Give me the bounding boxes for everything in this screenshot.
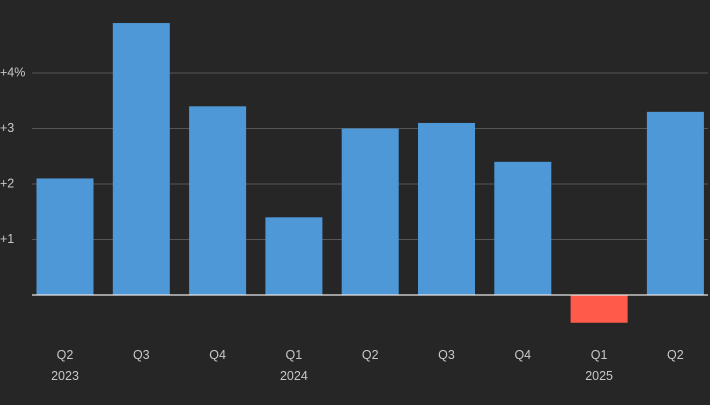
x-tick-label-quarter: Q2 xyxy=(57,348,74,362)
y-tick-label: +3 xyxy=(0,121,14,135)
x-tick-label-quarter: Q1 xyxy=(286,348,303,362)
bar-2 xyxy=(112,23,170,296)
bar-4 xyxy=(265,217,323,295)
x-tick-label-quarter: Q4 xyxy=(209,348,226,362)
y-tick-label: +4% xyxy=(0,65,25,79)
x-tick-label-year: 2023 xyxy=(51,369,79,383)
y-tick-label: +2 xyxy=(0,176,14,190)
bar-9 xyxy=(646,111,704,295)
bar-1 xyxy=(36,178,94,295)
bar-7 xyxy=(494,161,552,295)
bar-5 xyxy=(341,128,399,295)
x-tick-label-year: 2025 xyxy=(585,369,613,383)
x-tick-label-quarter: Q1 xyxy=(591,348,608,362)
y-axis-tick-labels: +4% +3 +2 +1 xyxy=(0,65,25,246)
x-tick-label-quarter: Q3 xyxy=(133,348,150,362)
x-tick-label-quarter: Q3 xyxy=(438,348,455,362)
x-tick-label-year: 2024 xyxy=(280,369,308,383)
x-tick-label-quarter: Q2 xyxy=(667,348,684,362)
x-tick-label-quarter: Q2 xyxy=(362,348,379,362)
bars xyxy=(36,23,704,323)
y-tick-label: +1 xyxy=(0,232,14,246)
bar-8 xyxy=(570,295,628,323)
x-axis-category-labels: Q2 2023 Q3 Q4 Q1 2024 Q2 Q3 Q4 Q1 2025 Q2 xyxy=(51,348,684,383)
bar-3 xyxy=(189,106,247,295)
x-tick-label-quarter: Q4 xyxy=(514,348,531,362)
bar-6 xyxy=(418,122,475,295)
